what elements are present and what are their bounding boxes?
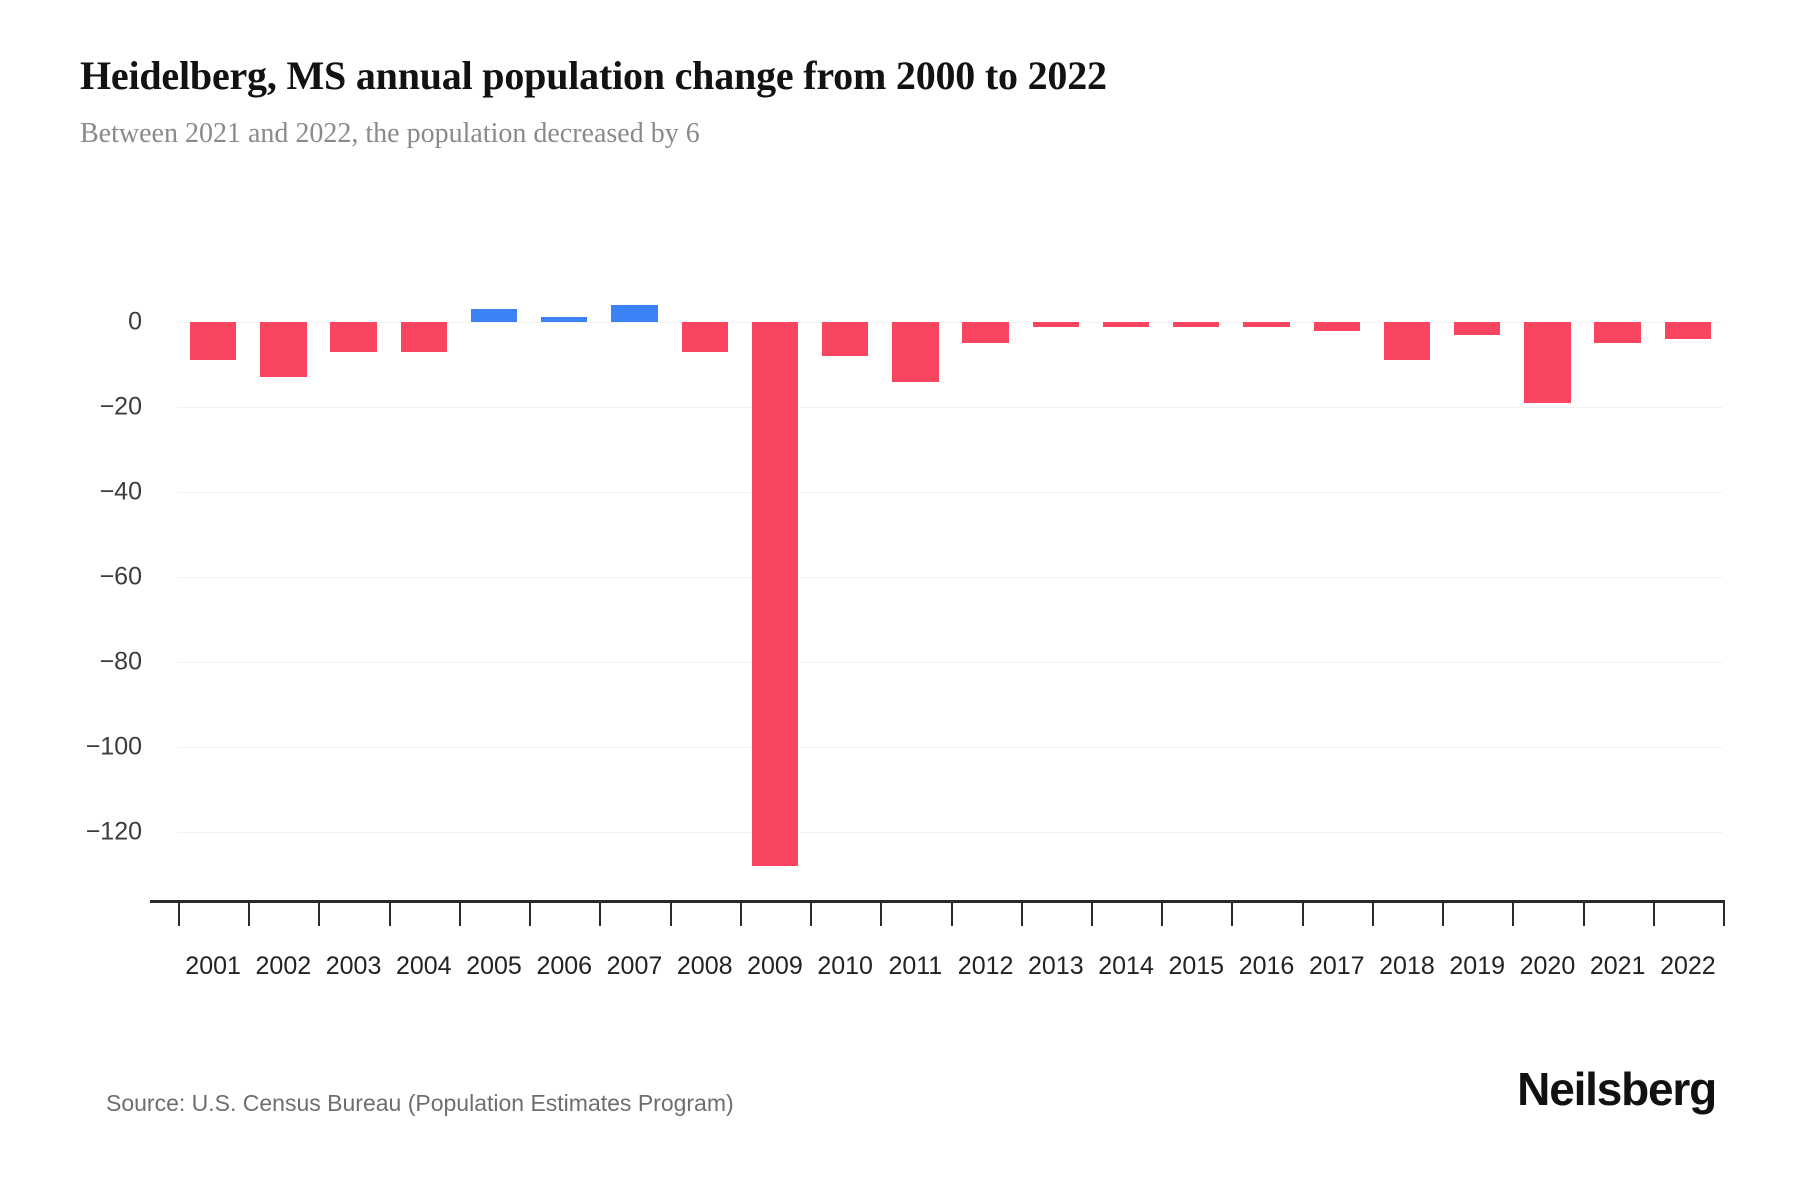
x-axis-tick (529, 900, 532, 926)
x-axis-tick (1020, 900, 1023, 926)
x-axis-tick-label: 2016 (1238, 952, 1295, 980)
x-axis-tick-label: 2002 (255, 952, 312, 980)
gridline (178, 322, 1723, 323)
x-axis-tick-label: 2017 (1308, 952, 1365, 980)
x-axis-tick-label: 2012 (957, 952, 1014, 980)
x-axis-tick (1723, 900, 1725, 926)
bars-container (178, 305, 1723, 900)
bar-2005[interactable] (470, 309, 518, 322)
x-axis-tick-label: 2008 (676, 952, 733, 980)
bar-2010[interactable] (821, 322, 869, 356)
chart-header: Heidelberg, MS annual population change … (80, 52, 1720, 151)
x-axis-tick-label: 2004 (395, 952, 452, 980)
y-axis-tick-label: −80 (99, 647, 142, 676)
x-axis-tick (1652, 900, 1655, 926)
bar-2021[interactable] (1594, 322, 1641, 344)
x-axis-tick-label: 2006 (536, 952, 593, 980)
source-note: Source: U.S. Census Bureau (Population E… (106, 1090, 734, 1116)
x-axis-tick (388, 900, 391, 926)
bar-2007[interactable] (611, 305, 658, 322)
x-axis-tick-label: 2022 (1660, 952, 1716, 980)
x-axis-tick (1442, 900, 1445, 926)
x-axis-tick-label: 2013 (1028, 952, 1084, 980)
x-axis-tick (880, 900, 883, 926)
x-axis-tick-label: 2021 (1589, 952, 1646, 980)
x-axis-tick (1582, 900, 1585, 926)
x-axis-tick-label: 2001 (185, 952, 241, 980)
x-axis-tick (1161, 900, 1164, 926)
x-axis-tick (810, 900, 813, 926)
bar-2022[interactable] (1664, 322, 1712, 339)
x-axis-tick (739, 900, 742, 926)
gridline (178, 662, 1723, 663)
gridline (178, 407, 1723, 408)
x-axis-tick-label: 2007 (606, 952, 663, 980)
y-axis-tick-label: −40 (99, 477, 142, 506)
y-axis-tick-label: 0 (128, 307, 142, 336)
x-axis-line (150, 900, 1725, 903)
bar-2009[interactable] (751, 322, 799, 866)
page-title: Heidelberg, MS annual population change … (80, 53, 1107, 98)
x-axis-tick (669, 900, 672, 926)
bar-2003[interactable] (330, 322, 377, 352)
bar-2020[interactable] (1524, 322, 1571, 403)
x-axis-tick (318, 900, 321, 926)
x-axis-tick (1371, 900, 1374, 926)
x-axis-tick (458, 900, 461, 926)
x-axis-tick (1090, 900, 1093, 926)
y-axis-tick-label: −60 (99, 562, 142, 591)
x-axis-tick-label: 2014 (1098, 952, 1154, 980)
brand-logo: Neilsberg (1517, 1063, 1717, 1115)
x-axis-tick-label: 2015 (1168, 952, 1225, 980)
y-axis-tick-label: −20 (99, 392, 142, 421)
x-axis-tick-label: 2005 (466, 952, 522, 980)
gridline (178, 747, 1723, 748)
x-axis-tick (950, 900, 953, 926)
x-axis-tick-label: 2009 (747, 952, 803, 980)
x-axis-tick-label: 2010 (817, 952, 873, 980)
gridline (178, 832, 1723, 833)
x-axis-tick-label: 2011 (888, 952, 943, 980)
x-axis-tick-label: 2020 (1519, 952, 1576, 980)
chart-subtitle: Between 2021 and 2022, the population de… (80, 118, 700, 150)
x-axis-tick (1512, 900, 1515, 926)
x-axis-tick (248, 900, 251, 926)
gridline (178, 492, 1723, 493)
gridline (178, 577, 1723, 578)
x-axis-tick (178, 900, 180, 926)
bar-2017[interactable] (1313, 322, 1360, 331)
bar-2004[interactable] (400, 322, 447, 352)
y-axis-tick-label: −120 (85, 817, 142, 846)
y-axis-tick-label: −100 (85, 732, 142, 761)
bar-2015[interactable] (1173, 322, 1220, 327)
x-axis-tick (599, 900, 602, 926)
bar-2014[interactable] (1102, 322, 1150, 327)
y-axis: 0 −20 −40 −60 −80 −100 −120 (0, 308, 160, 900)
x-axis-tick (1231, 900, 1234, 926)
x-axis-tick-label: 2019 (1449, 952, 1506, 980)
bar-2016[interactable] (1243, 322, 1290, 327)
bar-2012[interactable] (962, 322, 1009, 344)
bar-2019[interactable] (1454, 322, 1501, 335)
bar-2002[interactable] (260, 322, 307, 378)
x-axis-tick-label: 2003 (325, 952, 382, 980)
x-axis-tick (1301, 900, 1304, 926)
bar-2013[interactable] (1032, 322, 1079, 327)
bar-2001[interactable] (189, 322, 237, 361)
x-axis-tick-label: 2018 (1379, 952, 1435, 980)
bar-2018[interactable] (1383, 322, 1431, 361)
bar-2011[interactable] (892, 322, 939, 382)
bar-2008[interactable] (681, 322, 728, 352)
bar-2006[interactable] (541, 317, 588, 322)
